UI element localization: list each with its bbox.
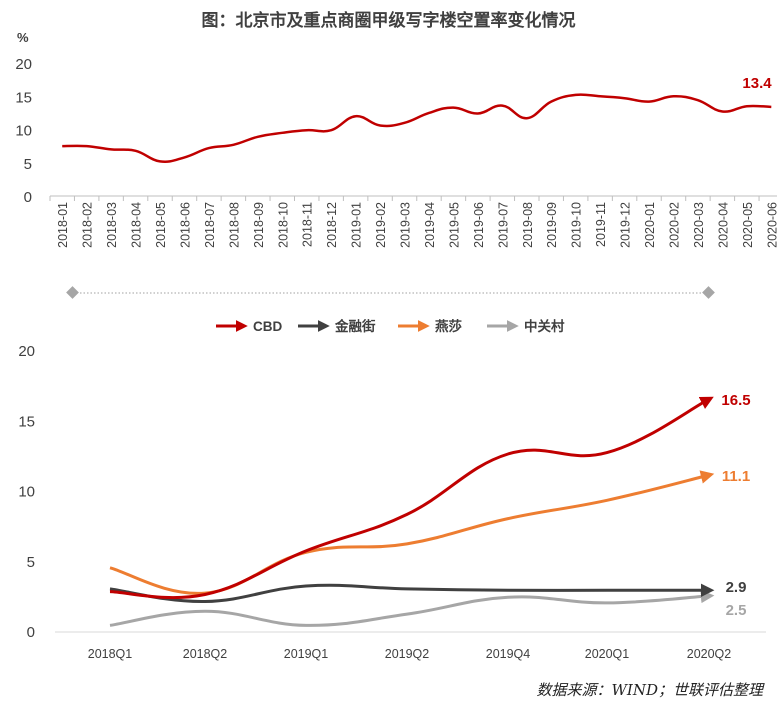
legend-label: 金融街 [334, 318, 376, 334]
x-tick-label: 2018-01 [56, 202, 70, 248]
x-tick-label: 2018-12 [325, 202, 339, 248]
x-tick-label: 2019-02 [374, 202, 388, 248]
y-tick-label: 15 [15, 89, 32, 106]
x-tick-label: 2018-03 [105, 202, 119, 248]
end-value-label: 11.1 [722, 468, 750, 485]
end-value-label: 16.5 [721, 392, 750, 409]
legend-label: CBD [253, 319, 282, 334]
x-tick-label: 2018-11 [301, 202, 315, 247]
series-line-2 [109, 470, 715, 595]
x-tick-label: 2019-03 [399, 202, 413, 248]
y-tick-label: 20 [15, 56, 32, 73]
x-tick-label: 2019-11 [594, 202, 608, 247]
x-tick-label: 2018-04 [130, 202, 144, 248]
y-tick-label: 5 [27, 554, 35, 571]
y-unit-label: % [17, 30, 29, 45]
x-tick-label: 2018-08 [227, 202, 241, 248]
x-tick-label: 2020-05 [741, 202, 755, 248]
end-value-label: 13.4 [742, 75, 772, 92]
x-tick-label: 2020-03 [692, 202, 706, 248]
y-tick-label: 0 [24, 189, 32, 206]
end-value-label: 2.9 [726, 579, 747, 596]
x-tick-label: 2018Q1 [88, 647, 133, 661]
y-tick-label: 5 [24, 156, 32, 173]
x-tick-label: 2019-01 [350, 202, 364, 248]
x-tick-label: 2020-04 [716, 202, 730, 248]
x-tick-label: 2019Q1 [284, 647, 329, 661]
x-tick-label: 2018Q2 [183, 647, 228, 661]
data-source-note: 数据来源：WIND；世联评估整理 [536, 681, 764, 699]
chart-title: 图：北京市及重点商圈甲级写字楼空置率变化情况 [201, 11, 576, 31]
range-slider-right-handle [702, 286, 715, 299]
x-tick-label: 2019-08 [521, 202, 535, 248]
legend-label: 燕莎 [435, 318, 462, 334]
x-tick-label: 2019-06 [472, 202, 486, 248]
x-tick-label: 2019-04 [423, 202, 437, 248]
legend-label: 中关村 [524, 318, 565, 334]
x-tick-label: 2020Q1 [585, 647, 630, 661]
x-tick-label: 2018-06 [178, 202, 192, 248]
y-tick-label: 20 [18, 343, 35, 360]
x-tick-label: 2018-09 [252, 202, 266, 248]
x-tick-label: 2019-12 [619, 202, 633, 248]
x-tick-label: 2019-07 [496, 202, 510, 248]
x-tick-label: 2018-10 [276, 202, 290, 248]
x-tick-label: 2020-02 [667, 202, 681, 248]
y-tick-label: 0 [27, 624, 35, 641]
y-tick-label: 10 [15, 123, 32, 140]
x-tick-label: 2019-09 [545, 202, 559, 248]
x-tick-label: 2020Q2 [687, 647, 732, 661]
x-tick-label: 2019Q2 [385, 647, 430, 661]
y-tick-label: 15 [18, 413, 35, 430]
y-tick-label: 10 [18, 484, 35, 501]
series-line-vacancy [62, 93, 772, 163]
x-tick-label: 2019-05 [447, 202, 461, 248]
x-tick-label: 2018-02 [81, 202, 95, 248]
x-tick-label: 2018-07 [203, 202, 217, 248]
x-tick-label: 2020-06 [765, 202, 777, 248]
x-tick-label: 2019Q4 [486, 647, 531, 661]
end-value-label: 2.5 [726, 602, 747, 619]
x-tick-label: 2018-05 [154, 202, 168, 248]
range-slider-left-handle [66, 286, 79, 299]
x-tick-label: 2020-01 [643, 202, 657, 248]
x-tick-label: 2019-10 [570, 202, 584, 248]
